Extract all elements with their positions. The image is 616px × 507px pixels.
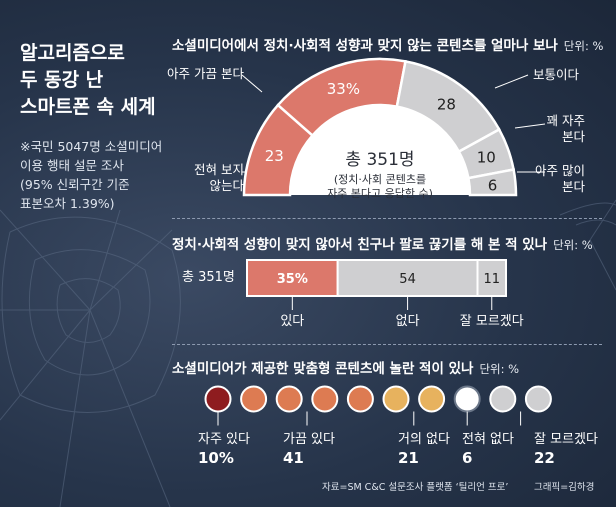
dot-marker [489,385,517,413]
gauge-leader-line [514,123,546,129]
infographic-title: 알고리즘으로 두 동강 난 스마트폰 속 세계 [20,42,156,118]
gauge-label-very-often: 아주 많이 본다 [535,163,585,194]
gauge-label-normal: 보통이다 [533,67,580,82]
dot-marker [240,385,268,413]
dot-category-value: 6 [462,448,473,467]
stacked-bar-row-label: 총 351명 [182,270,235,285]
section-divider-2 [172,344,602,345]
dot-category: 가끔 있다 41 [283,428,335,467]
dot-category-value: 21 [398,448,419,467]
section2-unit: 단위: % [553,238,593,252]
dot-marker [311,385,339,413]
section1-title-text: 소셜미디어에서 정치·사회적 성향과 맞지 않는 콘텐츠를 얼마나 보나 [172,38,558,54]
section1-unit: 단위: % [563,39,604,53]
dot-marker [453,385,481,413]
dot-category: 자주 있다 10% [198,428,250,467]
dot-category-label: 전혀 없다 [462,431,514,447]
stacked-bar-category-label: 없다 [395,314,420,329]
gauge-value-label: 23 [265,147,284,165]
section3-title-text: 소셜미디어가 제공한 맞춤형 콘텐츠에 놀란 적이 있나 [172,361,474,377]
dot-category: 잘 모르겠다 22 [534,428,598,467]
dot-category-label: 거의 없다 [398,431,450,447]
section-divider-1 [172,218,602,219]
stacked-bar-value-label: 54 [399,272,416,287]
gauge-label-never: 전혀 보지 않는다 [194,162,244,193]
dot-marker [204,385,232,413]
gauge-value-label: 6 [488,176,498,194]
dot-marker [275,385,303,413]
gauge-label-often: 꽤 자주 본다 [546,113,585,144]
survey-note: ※국민 5047명 소셜미디어 이용 행태 설문 조사 (95% 신뢰구간 기준… [20,139,163,211]
stacked-bar-value-label: 11 [483,272,500,287]
dot-category: 전혀 없다 6 [462,428,514,467]
dot-category-value: 10% [198,448,234,467]
dot-category: 거의 없다 21 [398,428,450,467]
gauge-value-label: 28 [437,96,456,114]
gauge-leader-line [494,74,529,89]
gauge-total-note: (정치·사회 콘텐츠를 자주 본다고 응답한 수) [327,173,433,200]
stacked-bar-value-label: 35% [277,272,308,287]
dot-marker [524,385,552,413]
stacked-bar-category-label: 잘 모르겠다 [459,314,524,329]
dot-category-label: 가끔 있다 [283,431,335,447]
dot-marker [346,385,374,413]
gauge-leader-line [241,74,263,93]
stacked-bar-segment [246,259,339,297]
dot-category-value: 22 [534,448,555,467]
section3-title: 소셜미디어가 제공한 맞춤형 콘텐츠에 놀란 적이 있나 단위: % [172,357,519,377]
dot-category-value: 41 [283,448,304,467]
gauge-segment [466,168,518,197]
section2-title-text: 정치·사회적 성향이 맞지 않아서 친구나 팔로 끊기를 해 본 적 있나 [172,237,548,253]
dot-category-label: 자주 있다 [198,431,250,447]
graphic-credit: 그래픽=김하경 [534,482,595,493]
source-text: 자료=SM C&C 설문조사 플랫폼 ‘틸리언 프로’ [322,482,509,493]
section2-title: 정치·사회적 성향이 맞지 않아서 친구나 팔로 끊기를 해 본 적 있나 단위:… [172,233,593,253]
section3-unit: 단위: % [479,362,520,376]
gauge-center-fill [290,105,470,195]
section1-title: 소셜미디어에서 정치·사회적 성향과 맞지 않는 콘텐츠를 얼마나 보나 단위: … [172,34,603,54]
gauge-value-label: 10 [477,149,496,167]
gauge-label-occasionally: 아주 가끔 본다 [167,66,244,81]
dot-marker [418,385,446,413]
gauge-total: 총 351명 [345,150,415,170]
dot-marker [382,385,410,413]
dot-category-label: 잘 모르겠다 [534,431,598,447]
stacked-bar-category-label: 있다 [280,314,305,329]
gauge-value-label: 33% [327,80,360,98]
